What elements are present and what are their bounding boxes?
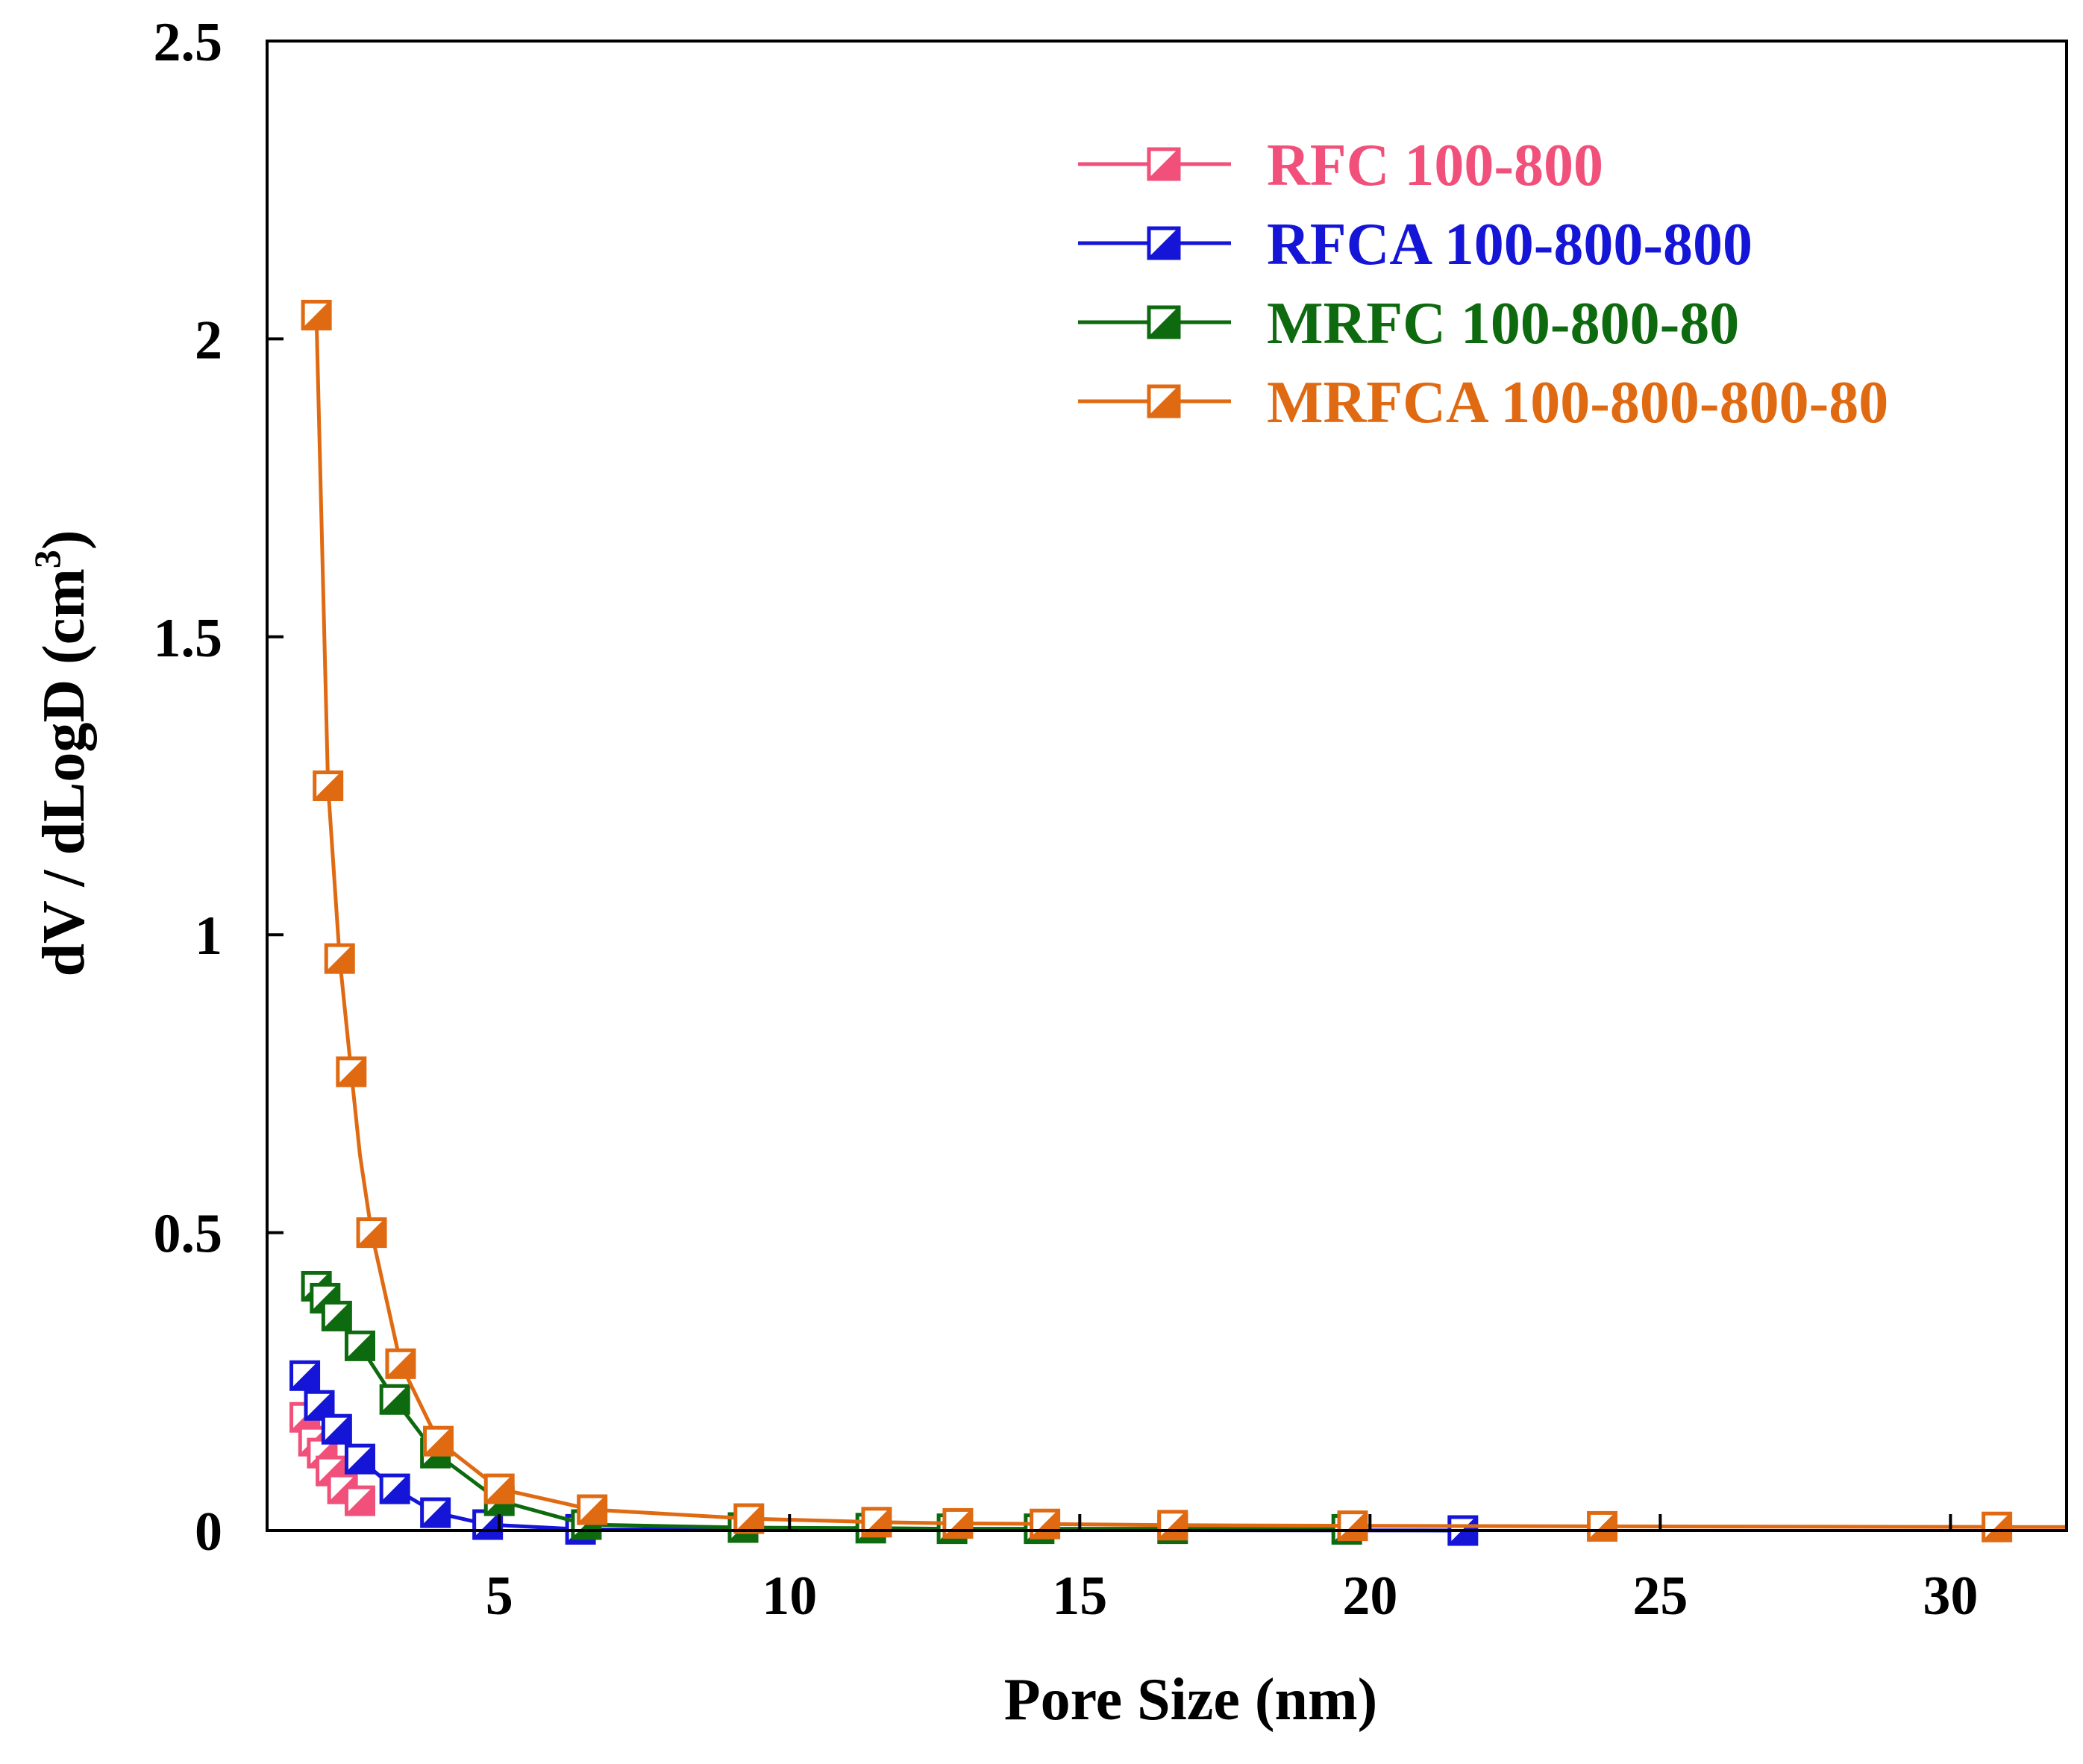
y-tick-label: 2 — [195, 310, 222, 371]
y-tick-label: 2.5 — [154, 12, 223, 73]
data-point — [344, 1330, 375, 1361]
legend-label: MRFCA 100-800-800-80 — [1267, 370, 1888, 436]
x-axis: 5 10 15 20 25 30 — [486, 1514, 1978, 1627]
data-point — [577, 1494, 608, 1525]
y-tick-label: 0.5 — [154, 1204, 223, 1265]
y-axis-title-close: ) — [31, 530, 97, 550]
data-point — [379, 1473, 410, 1504]
y-tick-label: 0 — [195, 1501, 222, 1563]
y-axis-title-superscript: 3 — [26, 550, 68, 568]
x-tick-label: 20 — [1342, 1566, 1397, 1627]
legend-marker — [1147, 305, 1181, 339]
x-axis-title: Pore Size (nm) — [1004, 1667, 1378, 1733]
series-4 — [301, 299, 2067, 1542]
data-point — [1337, 1510, 1368, 1542]
data-point — [324, 943, 355, 974]
y-axis: 0 0.5 1 1.5 2 2.5 — [154, 12, 284, 1563]
data-point — [301, 299, 332, 330]
data-point — [1982, 1511, 2013, 1542]
data-point — [1157, 1510, 1188, 1541]
data-point — [379, 1384, 410, 1415]
legend-item: MRFC 100-800-80 — [1078, 291, 1739, 357]
data-point — [423, 1425, 454, 1457]
y-tick-label: 1.5 — [154, 608, 223, 669]
data-point — [344, 1443, 375, 1475]
data-point — [1587, 1510, 1618, 1542]
data-point — [344, 1485, 375, 1516]
y-tick-label: 1 — [195, 905, 222, 967]
data-point — [733, 1503, 765, 1534]
plot-frame — [266, 40, 2068, 1532]
x-tick-label: 5 — [486, 1566, 513, 1627]
data-point — [321, 1300, 352, 1331]
x-tick-label: 10 — [762, 1566, 817, 1627]
legend-marker — [1147, 147, 1181, 181]
data-point — [313, 770, 344, 801]
legend-label: MRFC 100-800-80 — [1267, 291, 1739, 357]
data-point — [336, 1056, 367, 1087]
legend-marker — [1147, 384, 1181, 418]
x-tick-label: 25 — [1632, 1566, 1688, 1627]
legend: RFC 100-800 RFCA 100-800-800 MRFC 100-800-… — [1078, 133, 1888, 436]
data-point — [289, 1360, 321, 1391]
data-point — [385, 1348, 416, 1379]
data-point — [321, 1413, 352, 1445]
series-layer — [289, 299, 2067, 1546]
y-axis-title-main: dV / dLogD (cm — [31, 568, 97, 976]
legend-item: MRFCA 100-800-800-80 — [1078, 370, 1888, 436]
legend-marker — [1147, 226, 1181, 260]
data-point — [1030, 1508, 1061, 1539]
legend-label: RFCA 100-800-800 — [1267, 212, 1752, 277]
data-point — [304, 1390, 335, 1421]
data-point — [483, 1473, 515, 1504]
data-point — [356, 1217, 387, 1249]
legend-item: RFCA 100-800-800 — [1078, 212, 1752, 277]
legend-item: RFC 100-800 — [1078, 133, 1603, 198]
data-point — [942, 1507, 974, 1539]
data-point — [420, 1497, 451, 1528]
y-axis-title: dV / dLogD (cm3) — [26, 530, 97, 976]
x-tick-label: 15 — [1052, 1566, 1107, 1627]
x-tick-label: 30 — [1923, 1566, 1978, 1627]
legend-label: RFC 100-800 — [1267, 133, 1603, 198]
